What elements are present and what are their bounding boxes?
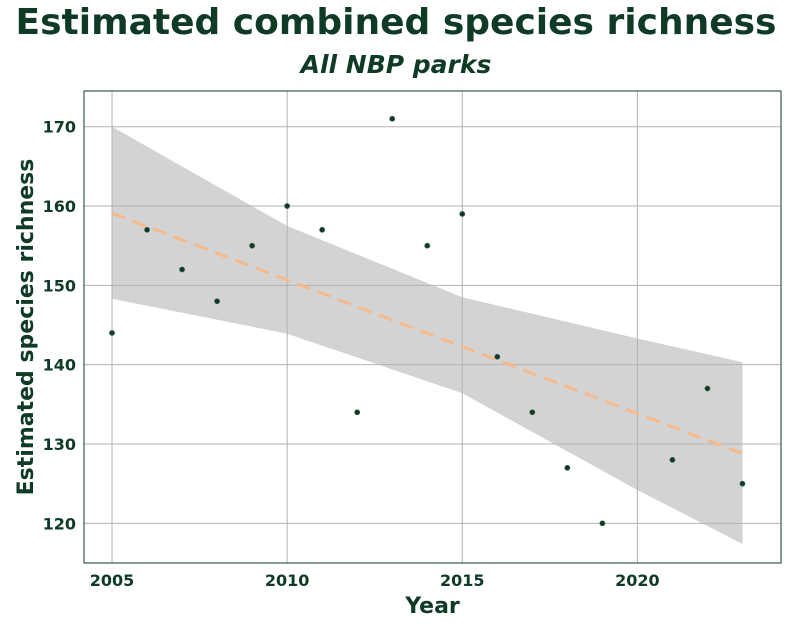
data-point xyxy=(529,409,536,416)
x-tick-label: 2005 xyxy=(90,571,135,590)
y-tick-label: 160 xyxy=(43,197,76,216)
trend-line xyxy=(111,211,744,455)
plot-frame xyxy=(83,90,782,564)
data-point xyxy=(459,211,466,217)
confidence-band xyxy=(112,126,743,544)
y-axis-title: Estimated species richness xyxy=(14,159,39,496)
data-point xyxy=(669,456,676,463)
data-point xyxy=(599,520,606,527)
x-tick-label: 2010 xyxy=(265,571,310,590)
data-point xyxy=(319,226,326,233)
data-point xyxy=(214,298,220,305)
x-tick-label: 2015 xyxy=(440,571,485,590)
data-point xyxy=(704,385,711,392)
data-point xyxy=(494,353,501,360)
data-point xyxy=(389,115,396,122)
x-axis-title: Year xyxy=(404,594,460,619)
tick-layer: 2005 2010 2015 2020 120 130 140 150 160 170 xyxy=(43,118,660,590)
data-point xyxy=(424,242,431,249)
data-point xyxy=(284,203,291,209)
data-point xyxy=(109,330,115,336)
chart-subtitle: All NBP parks xyxy=(300,50,492,79)
y-tick-label: 140 xyxy=(43,356,76,375)
data-point xyxy=(354,409,361,416)
y-tick-label: 150 xyxy=(43,276,76,295)
confidence-band-layer xyxy=(112,126,743,544)
x-tick-label: 2020 xyxy=(615,571,660,590)
data-point xyxy=(179,266,185,273)
grid-layer xyxy=(84,91,781,563)
trend-layer xyxy=(111,211,744,455)
y-tick-label: 170 xyxy=(43,118,76,137)
data-point xyxy=(739,480,746,487)
y-tick-label: 120 xyxy=(43,514,76,533)
data-point xyxy=(249,242,256,249)
y-tick-label: 130 xyxy=(43,435,76,454)
point-layer xyxy=(109,115,746,527)
chart-title: Estimated combined species richness xyxy=(15,2,777,43)
data-point xyxy=(564,464,571,471)
data-point xyxy=(144,226,150,233)
